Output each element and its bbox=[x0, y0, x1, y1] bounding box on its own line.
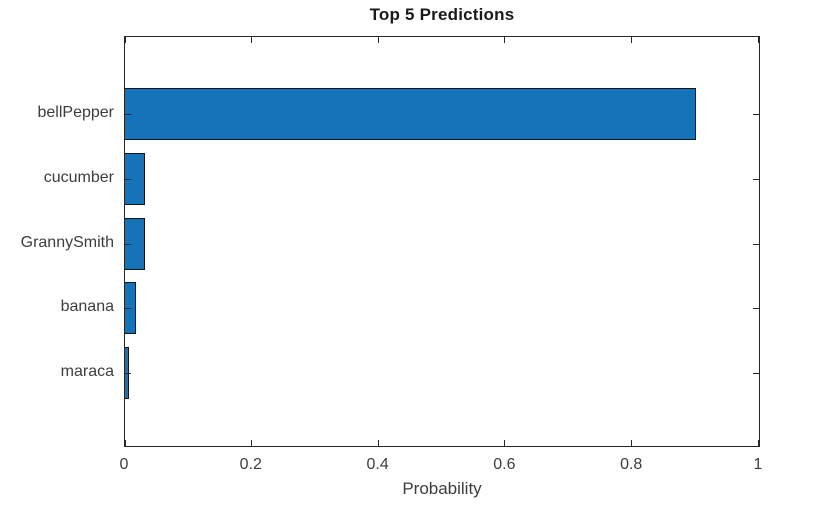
x-tick-label: 0.2 bbox=[239, 456, 262, 473]
chart-title: Top 5 Predictions bbox=[369, 5, 515, 24]
y-tick-label: cucumber bbox=[43, 168, 114, 186]
x-tick-mark bbox=[377, 440, 379, 446]
x-tick-label: 0.4 bbox=[366, 456, 389, 473]
x-tick-label: 1 bbox=[753, 456, 763, 473]
bar-bellPepper bbox=[125, 88, 696, 140]
y-tick-label: maraca bbox=[60, 363, 114, 380]
x-axis-label: Probability bbox=[402, 479, 482, 498]
x-tick-mark bbox=[631, 37, 633, 43]
x-tick-mark bbox=[504, 440, 506, 446]
x-tick-mark bbox=[758, 37, 759, 43]
y-tick-mark bbox=[753, 308, 759, 310]
y-tick-mark bbox=[753, 114, 759, 115]
x-tick-label: 0.6 bbox=[493, 456, 516, 473]
y-tick-label: banana bbox=[60, 298, 114, 316]
x-tick-mark bbox=[758, 440, 759, 446]
y-tick-mark bbox=[753, 373, 759, 374]
x-tick-mark bbox=[377, 37, 379, 43]
bar-GrannySmith bbox=[125, 217, 145, 270]
y-tick-mark bbox=[753, 243, 759, 245]
y-tick-mark bbox=[125, 178, 131, 180]
x-tick-mark bbox=[250, 440, 252, 446]
x-tick-label: 0.8 bbox=[620, 456, 643, 473]
y-tick-label: bellPepper bbox=[37, 104, 115, 121]
x-tick-mark bbox=[504, 37, 506, 43]
y-tick-mark bbox=[125, 373, 131, 374]
x-tick-label: 0 bbox=[119, 456, 129, 473]
y-tick-mark bbox=[125, 114, 131, 115]
plot-area bbox=[124, 36, 760, 447]
x-tick-mark bbox=[125, 440, 126, 446]
y-tick-label: GrannySmith bbox=[20, 233, 114, 251]
y-tick-mark bbox=[125, 243, 131, 245]
x-tick-mark bbox=[250, 37, 252, 43]
y-tick-mark bbox=[125, 308, 131, 310]
x-tick-mark bbox=[631, 440, 633, 446]
y-tick-mark bbox=[753, 178, 759, 180]
bar-cucumber bbox=[125, 152, 146, 205]
x-tick-mark bbox=[125, 37, 126, 43]
